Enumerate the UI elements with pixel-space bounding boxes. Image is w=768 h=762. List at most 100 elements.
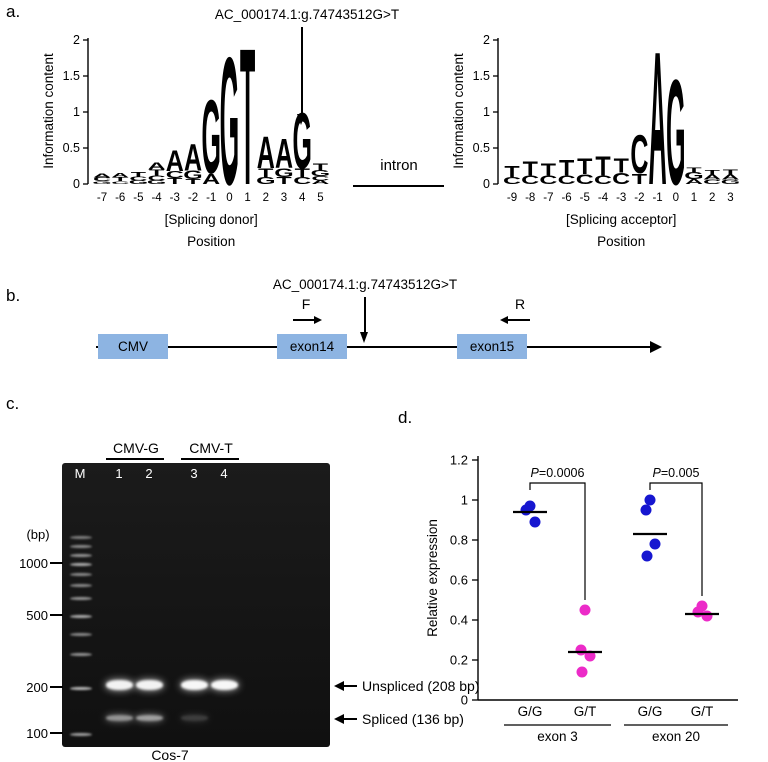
forward-primer-arrow-icon: [314, 315, 322, 324]
ladder-band: [70, 732, 92, 736]
logo-letter: A: [311, 180, 329, 186]
group-label: G/T: [574, 704, 597, 719]
logo-letter: T: [149, 168, 165, 177]
x-tick-label: -9: [507, 192, 517, 204]
cmv-box: CMV: [98, 334, 168, 359]
y-tick-label: 0.8: [450, 533, 468, 548]
x-tick-label: -3: [170, 192, 180, 204]
x-tick-label: -4: [598, 192, 609, 204]
logo-letter: T: [686, 167, 701, 174]
marker-500-label: 500: [26, 608, 48, 623]
y-tick-label: 1: [73, 105, 80, 119]
panel-c-label: c.: [6, 394, 20, 413]
logo-letter: T: [313, 162, 329, 173]
unspliced-arrow-line: [343, 685, 357, 688]
y-tick-label: 0.5: [63, 141, 80, 155]
data-point: [575, 644, 587, 656]
logo-letter: C: [129, 176, 147, 182]
ladder-band: [70, 562, 92, 566]
construct-arrow-head-icon: [650, 340, 662, 353]
lane-label: 3: [190, 466, 198, 481]
logo-letter: A: [685, 178, 703, 186]
unspliced-band: [105, 680, 133, 690]
marker-200-tick: [50, 686, 63, 688]
logo-letter: T: [295, 166, 310, 179]
intron-line: [353, 185, 444, 187]
x-tick-label: -2: [634, 192, 644, 204]
y-tick-label: 0.5: [473, 141, 490, 155]
logo-letter: A: [649, 12, 667, 225]
x-tick-label: 0: [673, 192, 679, 204]
spliced-band: [135, 715, 163, 721]
logo-letter: G: [666, 49, 685, 216]
data-point: [649, 538, 661, 550]
x-tick-label: 4: [299, 192, 306, 204]
logo-letter: G: [201, 80, 220, 197]
variant-arrow-head-icon-a: [296, 114, 305, 125]
cmv-g-underline: [106, 458, 164, 460]
x-tick-label: -1: [652, 192, 662, 204]
logo-letter: A: [93, 173, 111, 179]
x-tick-label: -7: [97, 192, 107, 204]
ladder-band: [70, 583, 92, 587]
logo-letter: T: [614, 155, 629, 177]
variant-arrow-line-a: [301, 27, 303, 115]
y-tick-label: 1: [483, 105, 490, 119]
group-label: G/T: [691, 704, 714, 719]
y-tick-label: 1: [461, 493, 468, 508]
logo-letter: A: [721, 173, 739, 181]
x-tick-label: -5: [133, 192, 143, 204]
logo-letter: G: [183, 169, 202, 182]
y-tick-label: 0: [461, 693, 468, 708]
spliced-band: [180, 715, 208, 721]
lane-label: 4: [220, 466, 228, 481]
x-tick-label: -8: [525, 192, 535, 204]
logo-letter: T: [131, 170, 147, 178]
x-tick-label: -4: [151, 192, 162, 204]
lane-label: M: [74, 466, 86, 481]
logo-letter: T: [577, 154, 593, 178]
forward-primer-label: F: [301, 296, 311, 312]
logo-letter: T: [632, 171, 648, 188]
logo-letter: A: [703, 173, 721, 181]
logo-letter: T: [504, 163, 519, 181]
logo-letter: A: [166, 144, 184, 178]
logo-letter: C: [576, 172, 595, 187]
construct-backbone-line: [96, 346, 652, 348]
logo-letter: G: [147, 180, 166, 186]
reverse-primer-arrow-icon: [500, 315, 508, 324]
ladder-band: [70, 686, 92, 690]
unspliced-band-label: Unspliced (208 bp): [362, 678, 480, 694]
logo-letter: A: [257, 127, 275, 178]
logo-letter: C: [630, 124, 648, 186]
logo-letter: T: [240, 9, 255, 226]
logo-letter: T: [541, 159, 557, 180]
y-axis-title: Relative expression: [425, 519, 440, 637]
significance-bracket: [529, 482, 586, 600]
logo-letter: T: [595, 150, 610, 182]
logo-letter: A: [275, 132, 293, 178]
variant-annotation-b: AC_000174.1:g.74743512G>T: [272, 277, 458, 292]
logo-letter: G: [311, 169, 330, 178]
p-value-label: P=0.005: [653, 466, 700, 480]
ladder-band: [70, 596, 92, 600]
y-tick-label: 2: [483, 33, 490, 47]
variant-annotation-a: AC_000174.1:g.74743512G>T: [214, 7, 400, 22]
logo-letter: C: [111, 180, 129, 184]
marker-100-tick: [50, 732, 63, 734]
y-tick-label: 0: [73, 177, 80, 191]
p-value-label: P=0.0006: [531, 466, 585, 480]
cmv-t-group-label: CMV-T: [189, 440, 233, 456]
marker-200-label: 200: [26, 680, 48, 695]
exon15-box: exon15: [457, 334, 527, 359]
logo-letter: G: [684, 171, 703, 182]
logo-letter: T: [723, 168, 739, 176]
panel-a-label: a.: [6, 2, 21, 21]
logo-letter: T: [167, 177, 183, 186]
unspliced-band: [135, 680, 163, 690]
x-tick-label: -7: [543, 192, 553, 204]
logo-letter: T: [113, 177, 128, 183]
ladder-band: [70, 614, 92, 618]
logo-letter: C: [311, 175, 329, 182]
